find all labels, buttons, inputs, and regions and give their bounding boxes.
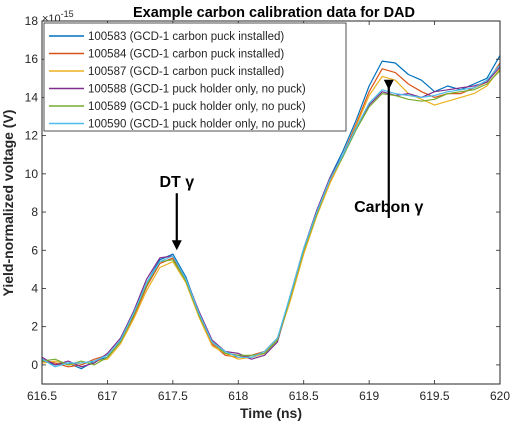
series-line-5 [41, 70, 501, 366]
legend-label-5: 100589 (GCD-1 puck holder only, no puck) [88, 101, 306, 113]
y-tick-label: 12 [25, 129, 39, 143]
plot-frame [41, 20, 501, 385]
x-tick-label: 620 [490, 389, 510, 403]
x-axis-title: Time (ns) [240, 405, 302, 421]
annotation-arrow-head-1 [171, 240, 182, 251]
legend-label-6: 100590 (GCD-1 puck holder only, no puck) [88, 119, 306, 131]
x-tick-label: 617.5 [158, 389, 188, 403]
annotation-arrow-head-2 [383, 79, 394, 90]
annotation-label-1: DT γ [159, 174, 194, 191]
x-tick-label: 617 [97, 389, 117, 403]
y-tick-label: 8 [31, 205, 38, 219]
x-tick-label: 616.5 [27, 389, 57, 403]
legend-label-1: 100583 (GCD-1 carbon puck installed) [88, 31, 284, 43]
y-axis-title: Yield-normalized voltage (V) [0, 110, 16, 297]
x-tick-label: 619 [359, 389, 379, 403]
y-ticks: 0 2 4 6 8 10 12 14 16 18 [25, 14, 500, 372]
legend-label-3: 100587 (GCD-1 carbon puck installed) [88, 66, 284, 78]
y-tick-label: 0 [31, 358, 38, 372]
series-layer [41, 55, 501, 370]
legend-label-4: 100588 (GCD-1 puck holder only, no puck) [88, 84, 306, 96]
y-tick-label: 4 [31, 281, 38, 295]
y-tick-label: 18 [25, 14, 39, 28]
y-exponent-power: -15 [61, 9, 74, 19]
legend-box [43, 22, 347, 132]
y-tick-label: 14 [25, 90, 39, 104]
x-tick-label: 618 [228, 389, 248, 403]
series-line-4 [41, 66, 501, 368]
legend: 100583 (GCD-1 carbon puck installed) 1005… [43, 22, 347, 132]
y-tick-label: 2 [31, 320, 38, 334]
y-tick-label: 16 [25, 52, 39, 66]
x-tick-label: 618.5 [289, 389, 319, 403]
legend-entries: 100583 (GCD-1 carbon puck installed) 1005… [49, 31, 306, 131]
legend-label-2: 100584 (GCD-1 carbon puck installed) [88, 49, 284, 61]
chart-title: Example carbon calibration data for DAD [133, 5, 415, 21]
x-ticks: 616.5 617 617.5 618 618.5 619 619.5 620 [27, 21, 510, 403]
y-tick-label: 6 [31, 243, 38, 257]
y-tick-label: 10 [25, 167, 39, 181]
x-tick-label: 619.5 [420, 389, 450, 403]
series-line-6 [41, 64, 501, 368]
